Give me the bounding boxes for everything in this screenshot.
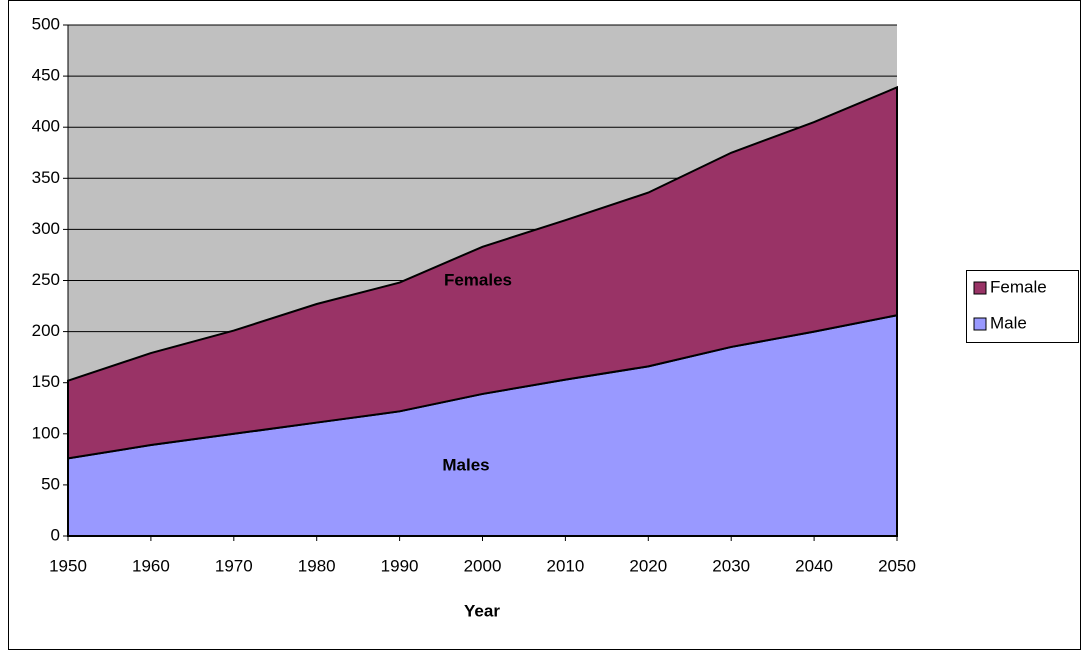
legend-label: Female <box>990 277 1047 296</box>
x-tick-label: 2000 <box>464 556 502 575</box>
annotation: Females <box>444 270 512 289</box>
legend-swatch <box>973 317 987 331</box>
area <box>67 85 898 460</box>
legend-swatch <box>973 281 987 295</box>
y-tick-label: 0 <box>51 525 60 544</box>
y-tick-label: 250 <box>32 270 60 289</box>
x-tick-label: 1960 <box>132 556 170 575</box>
x-axis-label: Year <box>464 601 500 620</box>
y-tick-label: 200 <box>32 321 60 340</box>
x-tick-label: 1990 <box>381 556 419 575</box>
y-tick-label: 300 <box>32 219 60 238</box>
x-tick-label: 2010 <box>546 556 584 575</box>
y-tick-label: 350 <box>32 168 60 187</box>
x-tick-label: 1980 <box>298 556 336 575</box>
y-tick-label: 50 <box>41 474 60 493</box>
x-tick-label: 2040 <box>795 556 833 575</box>
legend-label: Male <box>990 313 1027 332</box>
x-tick-label: 2020 <box>629 556 667 575</box>
x-tick-label: 2050 <box>878 556 916 575</box>
annotation: Males <box>442 455 489 474</box>
x-tick-label: 1950 <box>49 556 87 575</box>
y-tick-label: 150 <box>32 372 60 391</box>
x-tick-label: 1970 <box>215 556 253 575</box>
y-tick-label: 100 <box>32 423 60 442</box>
y-tick-label: 450 <box>32 66 60 85</box>
y-tick-label: 400 <box>32 117 60 136</box>
y-tick-label: 500 <box>32 14 60 33</box>
x-tick-label: 2030 <box>712 556 750 575</box>
